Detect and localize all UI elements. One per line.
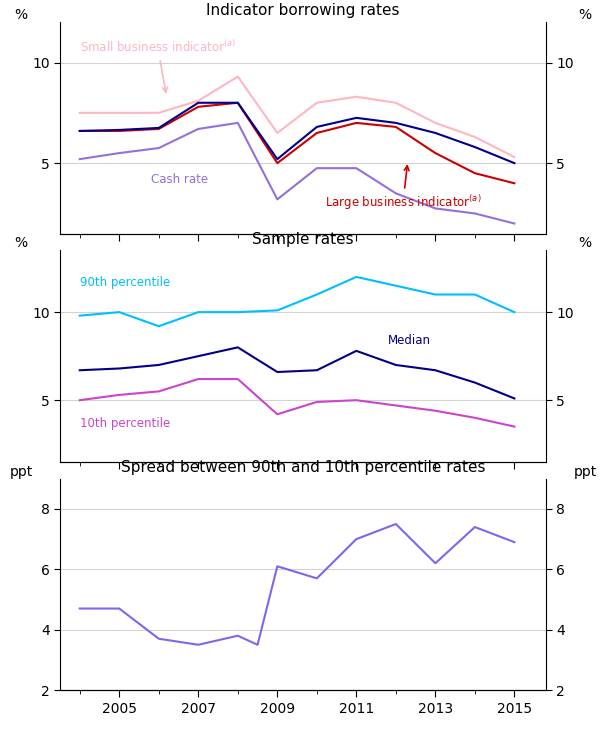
- Text: Small business indicator$^{(a)}$: Small business indicator$^{(a)}$: [80, 39, 236, 92]
- Text: ppt: ppt: [573, 464, 596, 479]
- Text: %: %: [578, 237, 592, 251]
- Title: Spread between 90th and 10th percentile rates: Spread between 90th and 10th percentile …: [121, 460, 485, 475]
- Text: 90th percentile: 90th percentile: [80, 276, 170, 289]
- Text: ppt: ppt: [10, 464, 33, 479]
- Text: Cash rate: Cash rate: [151, 174, 208, 186]
- Title: Indicator borrowing rates: Indicator borrowing rates: [206, 3, 400, 19]
- Text: 10th percentile: 10th percentile: [80, 416, 170, 430]
- Title: Sample rates: Sample rates: [252, 232, 354, 246]
- Text: Median: Median: [388, 334, 431, 347]
- Text: Large business indicator$^{(a)}$: Large business indicator$^{(a)}$: [325, 165, 481, 212]
- Text: %: %: [14, 8, 28, 22]
- Text: %: %: [578, 8, 592, 22]
- Text: %: %: [14, 237, 28, 251]
